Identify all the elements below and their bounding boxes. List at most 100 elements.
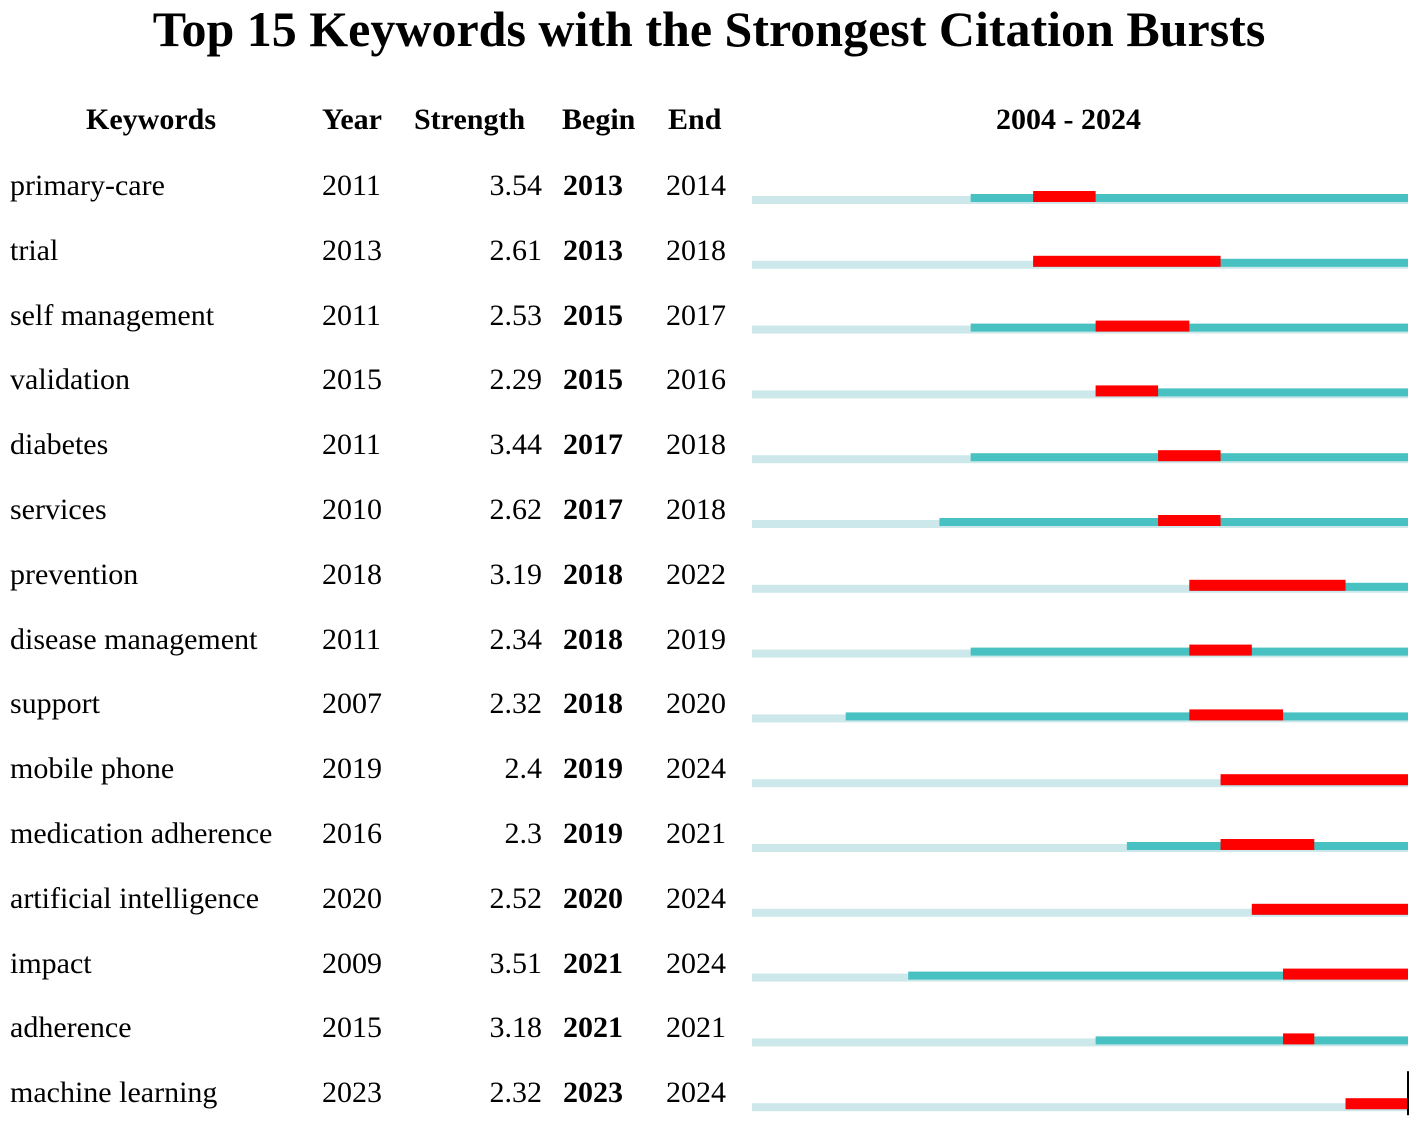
strength-cell: 2.62 xyxy=(489,493,543,526)
begin-cell: 2020 xyxy=(563,881,623,915)
year-cell: 2019 xyxy=(322,752,382,786)
timeline-background-line xyxy=(752,1103,1408,1112)
end-cell: 2019 xyxy=(666,622,726,656)
begin-cell: 2018 xyxy=(563,622,623,656)
begin-cell: 2015 xyxy=(563,363,623,397)
begin-cell: 2019 xyxy=(563,752,623,786)
keyword-cell: artificial intelligence xyxy=(10,881,260,915)
timeline-background-line xyxy=(752,1038,1408,1047)
begin-cell: 2017 xyxy=(563,493,623,526)
strength-cell: 2.4 xyxy=(504,752,543,786)
year-cell: 2016 xyxy=(322,817,382,850)
burst-bar xyxy=(1158,450,1221,462)
end-cell: 2014 xyxy=(666,169,726,202)
timeline-active-segment xyxy=(1095,388,1408,397)
year-cell: 2007 xyxy=(322,687,382,721)
header-end: End xyxy=(668,103,722,136)
year-cell: 2010 xyxy=(322,493,382,526)
keyword-cell: medication adherence xyxy=(10,817,273,850)
strength-cell: 3.44 xyxy=(489,428,543,462)
begin-cell: 2023 xyxy=(563,1076,623,1110)
year-cell: 2011 xyxy=(322,298,381,332)
end-cell: 2024 xyxy=(666,1076,726,1110)
keyword-cell: prevention xyxy=(10,557,139,591)
end-cell: 2022 xyxy=(666,557,726,591)
year-cell: 2011 xyxy=(322,169,381,202)
keyword-cell: adherence xyxy=(10,1011,132,1045)
burst-bar xyxy=(1189,709,1284,721)
timeline-background-line xyxy=(752,908,1408,917)
keyword-cell: machine learning xyxy=(10,1076,218,1110)
strength-cell: 3.19 xyxy=(489,557,543,591)
begin-cell: 2019 xyxy=(563,817,623,850)
begin-cell: 2013 xyxy=(563,233,623,267)
burst-bar xyxy=(1345,1098,1408,1110)
burst-bar xyxy=(1033,255,1221,267)
year-cell: 2011 xyxy=(322,428,381,462)
timeline-background-line xyxy=(752,584,1408,593)
burst-bar xyxy=(1251,903,1408,915)
end-cell: 2018 xyxy=(666,428,726,462)
end-cell: 2021 xyxy=(666,817,726,850)
burst-bar xyxy=(1033,191,1096,202)
keyword-cell: validation xyxy=(10,363,130,397)
keyword-cell: disease management xyxy=(10,622,258,656)
header-keywords: Keywords xyxy=(86,103,216,136)
timeline-background-line xyxy=(752,844,1408,852)
keyword-cell: mobile phone xyxy=(10,752,175,786)
keyword-cell: support xyxy=(10,687,100,721)
strength-cell: 2.32 xyxy=(489,687,543,721)
begin-cell: 2017 xyxy=(563,428,623,462)
strength-cell: 3.54 xyxy=(489,169,543,202)
year-cell: 2009 xyxy=(322,946,382,980)
timeline-background-line xyxy=(752,779,1408,788)
burst-bar xyxy=(1095,320,1190,332)
strength-cell: 2.34 xyxy=(489,622,543,656)
begin-cell: 2018 xyxy=(563,687,623,721)
year-cell: 2018 xyxy=(322,557,382,591)
end-cell: 2017 xyxy=(666,298,726,332)
end-cell: 2024 xyxy=(666,752,726,786)
strength-cell: 3.18 xyxy=(489,1011,543,1045)
burst-bar xyxy=(1189,644,1252,656)
timeline-active-segment xyxy=(845,712,1408,721)
strength-cell: 2.52 xyxy=(489,881,543,915)
timeline-active-segment xyxy=(908,971,1408,980)
keyword-cell: primary-care xyxy=(10,169,165,202)
burst-bar xyxy=(1095,385,1159,397)
year-cell: 2013 xyxy=(322,233,382,267)
timeline-active-segment xyxy=(970,323,1408,332)
keyword-cell: trial xyxy=(10,233,59,267)
year-cell: 2015 xyxy=(322,363,382,397)
begin-cell: 2021 xyxy=(563,946,623,980)
year-cell: 2011 xyxy=(322,622,381,656)
keyword-cell: services xyxy=(10,493,107,526)
begin-cell: 2015 xyxy=(563,298,623,332)
timeline-active-segment xyxy=(970,194,1408,202)
end-cell: 2020 xyxy=(666,687,726,721)
keyword-cell: self management xyxy=(10,298,215,332)
strength-cell: 2.29 xyxy=(489,363,543,397)
end-cell: 2021 xyxy=(666,1011,726,1045)
header-strength: Strength xyxy=(414,103,526,136)
timeline-end-marker xyxy=(1407,1071,1409,1116)
burst-bar xyxy=(1283,968,1408,980)
burst-bar xyxy=(1158,515,1221,526)
burst-bar xyxy=(1220,839,1315,850)
begin-cell: 2013 xyxy=(563,169,623,202)
year-cell: 2015 xyxy=(322,1011,382,1045)
begin-cell: 2021 xyxy=(563,1011,623,1045)
keyword-cell: impact xyxy=(10,946,92,980)
end-cell: 2018 xyxy=(666,233,726,267)
chart-title: Top 15 Keywords with the Strongest Citat… xyxy=(152,1,1266,57)
strength-cell: 2.32 xyxy=(489,1076,543,1110)
burst-bar xyxy=(1283,1033,1315,1045)
begin-cell: 2018 xyxy=(563,557,623,591)
end-cell: 2016 xyxy=(666,363,726,397)
year-cell: 2020 xyxy=(322,881,382,915)
burst-bar xyxy=(1189,579,1346,591)
timeline-active-segment xyxy=(1095,1036,1408,1045)
header-range: 2004 - 2024 xyxy=(996,103,1141,136)
